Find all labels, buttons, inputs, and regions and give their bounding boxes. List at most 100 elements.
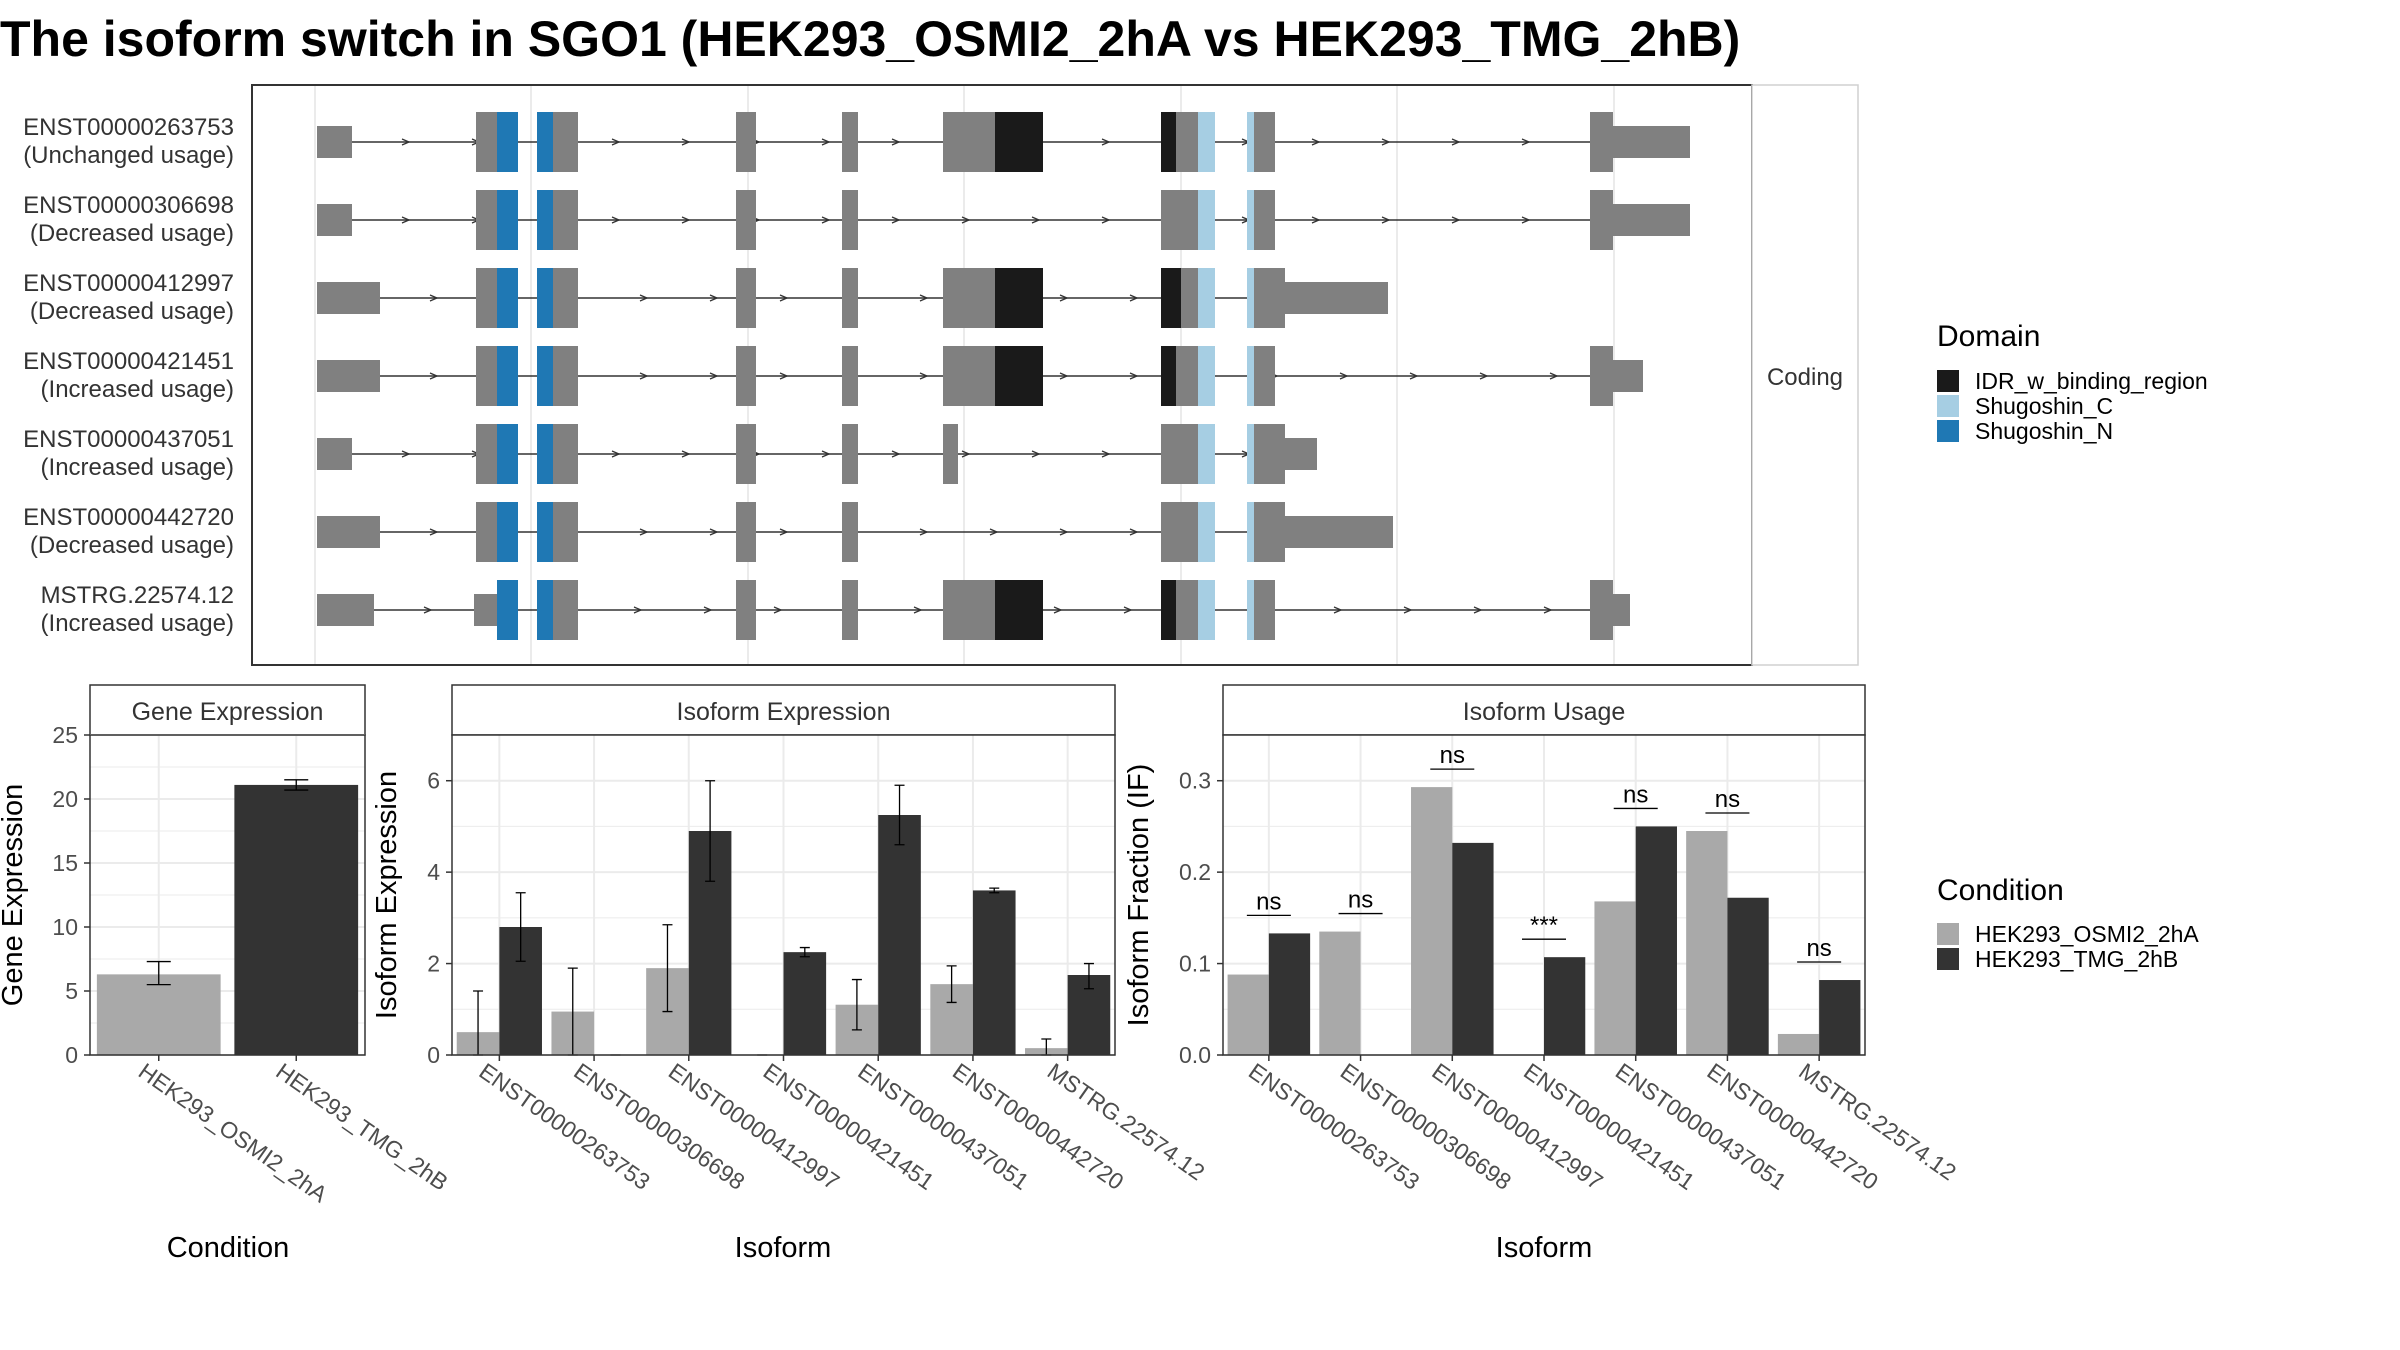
intron-arrow xyxy=(821,450,831,458)
intron-arrow xyxy=(1031,450,1041,458)
intron-arrow xyxy=(821,216,831,224)
intron-arrow xyxy=(1123,606,1133,614)
error-bar xyxy=(662,924,673,1013)
exon-block xyxy=(553,268,578,328)
intron-arrow xyxy=(891,450,901,458)
bar xyxy=(1594,901,1636,1055)
x-axis-label: Condition xyxy=(167,1232,290,1264)
intron-arrow xyxy=(1129,528,1139,536)
intron-arrow xyxy=(611,450,621,458)
intron-arrow xyxy=(919,294,929,302)
bar xyxy=(783,952,827,1055)
intron-arrow xyxy=(919,528,929,536)
intron-arrow xyxy=(1101,216,1111,224)
panel-strip xyxy=(89,684,366,736)
domain-block xyxy=(1198,424,1215,484)
domain-block xyxy=(1247,190,1254,250)
condition-legend-swatch xyxy=(1937,948,1959,970)
y-axis-label: Isoform Expression xyxy=(371,771,403,1019)
x-tick-label: ENST00000437051 xyxy=(1611,1058,1791,1195)
domain-block xyxy=(537,112,553,172)
error-bar xyxy=(1083,962,1094,990)
intron-arrow xyxy=(709,528,719,536)
intron-arrow xyxy=(1409,372,1419,380)
x-tick-label: ENST00000263753 xyxy=(1244,1058,1424,1195)
error-bar xyxy=(284,779,309,791)
isoform-usage-label: (Decreased usage) xyxy=(30,298,234,325)
y-tick-label: 6 xyxy=(427,768,440,794)
exon-block xyxy=(842,424,858,484)
intron-arrow xyxy=(429,294,439,302)
error-bar xyxy=(146,960,171,986)
intron-arrow xyxy=(961,450,971,458)
y-tick-label: 10 xyxy=(52,914,78,940)
exon-block xyxy=(736,190,756,250)
intron-arrow xyxy=(1381,216,1391,224)
exon-block xyxy=(1161,424,1198,484)
domain-block xyxy=(1161,580,1176,640)
exon-block xyxy=(476,346,497,406)
domain-block xyxy=(497,190,518,250)
x-tick-label: MSTRG.22574.12 xyxy=(1043,1058,1210,1186)
x-tick-label: ENST00000306698 xyxy=(569,1058,749,1195)
x-tick-label: ENST00000306698 xyxy=(1336,1058,1516,1195)
exon-block xyxy=(1590,190,1613,250)
exon-block xyxy=(736,112,756,172)
intron-arrow xyxy=(1521,138,1531,146)
x-tick-label: ENST00000412997 xyxy=(1427,1058,1607,1195)
isoform-usage-label: (Increased usage) xyxy=(41,454,234,481)
figure-title: The isoform switch in SGO1 (HEK293_OSMI2… xyxy=(0,11,1740,67)
exon-block xyxy=(1590,112,1613,172)
bar xyxy=(1452,842,1494,1055)
intron-arrow xyxy=(1053,606,1063,614)
panel-border xyxy=(1222,734,1866,1056)
intron-arrow xyxy=(639,528,649,536)
intron-arrow xyxy=(779,372,789,380)
significance-label: *** xyxy=(1530,912,1558,939)
domain-block xyxy=(1198,190,1215,250)
exon-block xyxy=(1254,190,1275,250)
error-bar xyxy=(989,887,1000,894)
domain-block xyxy=(497,112,518,172)
domain-block xyxy=(1247,268,1254,328)
bar xyxy=(972,890,1016,1055)
domain-legend-swatch xyxy=(1937,395,1959,417)
coding-strip-label: Coding xyxy=(1767,364,1843,391)
exon-block xyxy=(842,502,858,562)
intron-arrow xyxy=(401,450,411,458)
exon-block xyxy=(1161,502,1198,562)
domain-block xyxy=(537,580,553,640)
bar xyxy=(1227,974,1269,1055)
bar xyxy=(1411,787,1453,1055)
exon-block xyxy=(1285,438,1317,470)
domain-block xyxy=(1247,112,1254,172)
intron-arrow xyxy=(401,138,411,146)
intron-arrow xyxy=(891,138,901,146)
exon-block xyxy=(943,580,995,640)
bar xyxy=(1727,897,1769,1055)
transcript-structure-panel: Coding ENST00000263753(Unchanged usage) EN… xyxy=(23,84,1859,666)
intron-arrow xyxy=(891,216,901,224)
exon-block xyxy=(736,580,756,640)
condition-legend-label: HEK293_OSMI2_2hA xyxy=(1975,921,2199,947)
error-bar xyxy=(705,780,716,882)
exon-block xyxy=(1254,112,1275,172)
exon-block xyxy=(1613,126,1690,158)
exon-block xyxy=(1254,424,1285,484)
bar xyxy=(1777,1033,1820,1055)
intron-arrow xyxy=(633,606,643,614)
exon-block xyxy=(1590,346,1613,406)
error-bar xyxy=(894,784,905,846)
bar xyxy=(1686,831,1728,1055)
x-tick-label: ENST00000412997 xyxy=(664,1058,844,1195)
intron-arrow xyxy=(703,606,713,614)
y-tick-label: 4 xyxy=(427,859,440,885)
exon-block xyxy=(317,282,380,314)
exon-block xyxy=(317,516,380,548)
intron-arrow xyxy=(1129,372,1139,380)
exon-block xyxy=(476,502,497,562)
exon-block xyxy=(1254,580,1275,640)
exon-block xyxy=(553,580,578,640)
domain-block xyxy=(537,346,553,406)
domain-block xyxy=(995,268,1043,328)
